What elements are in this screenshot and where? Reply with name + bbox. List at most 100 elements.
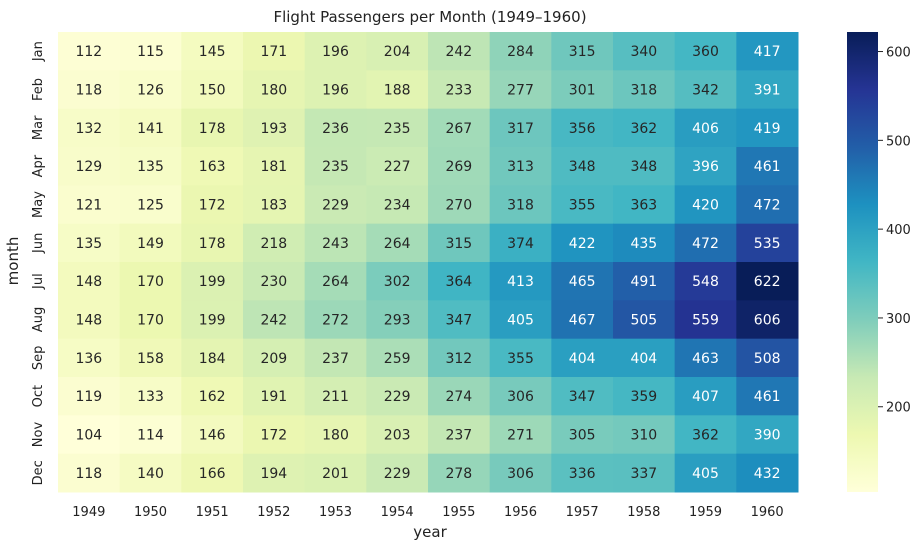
heatmap-cell [489, 185, 552, 225]
cell-value-label: 235 [322, 159, 349, 175]
y-tick-label: Mar [31, 115, 46, 140]
heatmap-cell [181, 32, 244, 71]
heatmap-cell [366, 70, 429, 110]
heatmap-cell [489, 108, 552, 148]
heatmap-cell [119, 415, 182, 455]
heatmap-cell [736, 70, 799, 110]
heatmap-cell [366, 300, 429, 340]
heatmap-cell [551, 453, 614, 493]
heatmap-cell [736, 377, 799, 416]
cell-value-label: 317 [507, 121, 534, 137]
heatmap-cell [181, 453, 244, 493]
heatmap-cell [613, 453, 676, 493]
heatmap-cell [489, 415, 552, 455]
cell-value-label: 472 [754, 198, 781, 214]
y-tick-label: Sep [31, 346, 46, 371]
heatmap-cell [489, 262, 552, 301]
heatmap-cell [551, 70, 614, 110]
heatmap-cell [119, 147, 182, 186]
cell-value-label: 243 [322, 236, 349, 252]
heatmap-cell [304, 453, 367, 493]
cell-value-label: 301 [569, 83, 596, 99]
cell-value-label: 548 [692, 274, 719, 290]
cell-value-label: 136 [75, 351, 102, 367]
cell-value-label: 170 [137, 274, 164, 290]
heatmap-cell [551, 147, 614, 186]
cell-value-label: 115 [137, 44, 164, 60]
heatmap-cell [119, 185, 182, 225]
cell-value-label: 271 [507, 428, 534, 444]
cell-value-label: 347 [569, 389, 596, 405]
heatmap-cell [674, 185, 737, 225]
x-tick-label: 1956 [504, 505, 537, 520]
heatmap-cell [304, 70, 367, 110]
cell-value-label: 114 [137, 428, 164, 444]
cell-value-label: 355 [569, 198, 596, 214]
heatmap-cell [119, 32, 182, 71]
cell-value-label: 355 [507, 351, 534, 367]
y-axis-label: month [4, 237, 22, 286]
cell-value-label: 125 [137, 198, 164, 214]
cell-value-label: 188 [384, 83, 411, 99]
y-tick-label: Nov [31, 422, 46, 448]
cell-value-label: 170 [137, 313, 164, 329]
heatmap-cell [304, 415, 367, 455]
heatmap-cell [58, 300, 121, 340]
heatmap-cell [736, 185, 799, 225]
cell-value-label: 264 [384, 236, 411, 252]
cell-value-label: 310 [630, 428, 657, 444]
heatmap-cell [119, 300, 182, 340]
heatmap-cell [674, 147, 737, 186]
heatmap-cell [736, 108, 799, 148]
cell-value-label: 242 [445, 44, 472, 60]
cell-value-label: 606 [754, 313, 781, 329]
heatmap-cell [551, 262, 614, 301]
heatmap-cell [181, 415, 244, 455]
cell-value-label: 342 [692, 83, 719, 99]
cell-value-label: 229 [322, 198, 349, 214]
heatmap-cell [119, 108, 182, 148]
cell-value-label: 126 [137, 83, 164, 99]
cell-value-label: 237 [322, 351, 349, 367]
heatmap-cell [428, 300, 491, 340]
cell-value-label: 419 [754, 121, 781, 137]
cell-value-label: 146 [199, 428, 226, 444]
cell-value-label: 535 [754, 236, 781, 252]
heatmap-cell [119, 223, 182, 263]
cell-value-label: 204 [384, 44, 411, 60]
cell-value-label: 172 [199, 198, 226, 214]
cell-value-label: 337 [630, 466, 657, 482]
cell-value-label: 203 [384, 428, 411, 444]
heatmap-cell [489, 223, 552, 263]
heatmap-cell [119, 70, 182, 110]
heatmap-cells: 112 115 145 171 196 204 242 284 315 340 360 417 118 1… [58, 32, 799, 493]
cell-value-label: 218 [260, 236, 287, 252]
cell-value-label: 229 [384, 466, 411, 482]
heatmap-cell [736, 32, 799, 71]
cell-value-label: 236 [322, 121, 349, 137]
heatmap-cell [366, 338, 429, 378]
heatmap-cell [58, 223, 121, 263]
cell-value-label: 269 [445, 159, 472, 175]
heatmap-cell [551, 377, 614, 416]
heatmap-cell [58, 377, 121, 416]
cell-value-label: 318 [507, 198, 534, 214]
heatmap-cell [181, 147, 244, 186]
cell-value-label: 390 [754, 428, 781, 444]
cell-value-label: 112 [75, 44, 102, 60]
heatmap-cell [674, 262, 737, 301]
heatmap-cell [304, 300, 367, 340]
heatmap-cell [304, 147, 367, 186]
y-tick-labels: Jan Feb Mar Apr May Jun Jul Aug Sep Oct Nov Dec [31, 41, 46, 485]
heatmap-cell [304, 338, 367, 378]
heatmap-cell [428, 32, 491, 71]
cell-value-label: 336 [569, 466, 596, 482]
cell-value-label: 406 [692, 121, 719, 137]
cell-value-label: 318 [630, 83, 657, 99]
colorbar-tick-label: 500 [886, 134, 911, 149]
cell-value-label: 162 [199, 389, 226, 405]
heatmap-cell [674, 377, 737, 416]
cell-value-label: 234 [384, 198, 411, 214]
heatmap-cell [366, 147, 429, 186]
heatmap-cell [674, 108, 737, 148]
